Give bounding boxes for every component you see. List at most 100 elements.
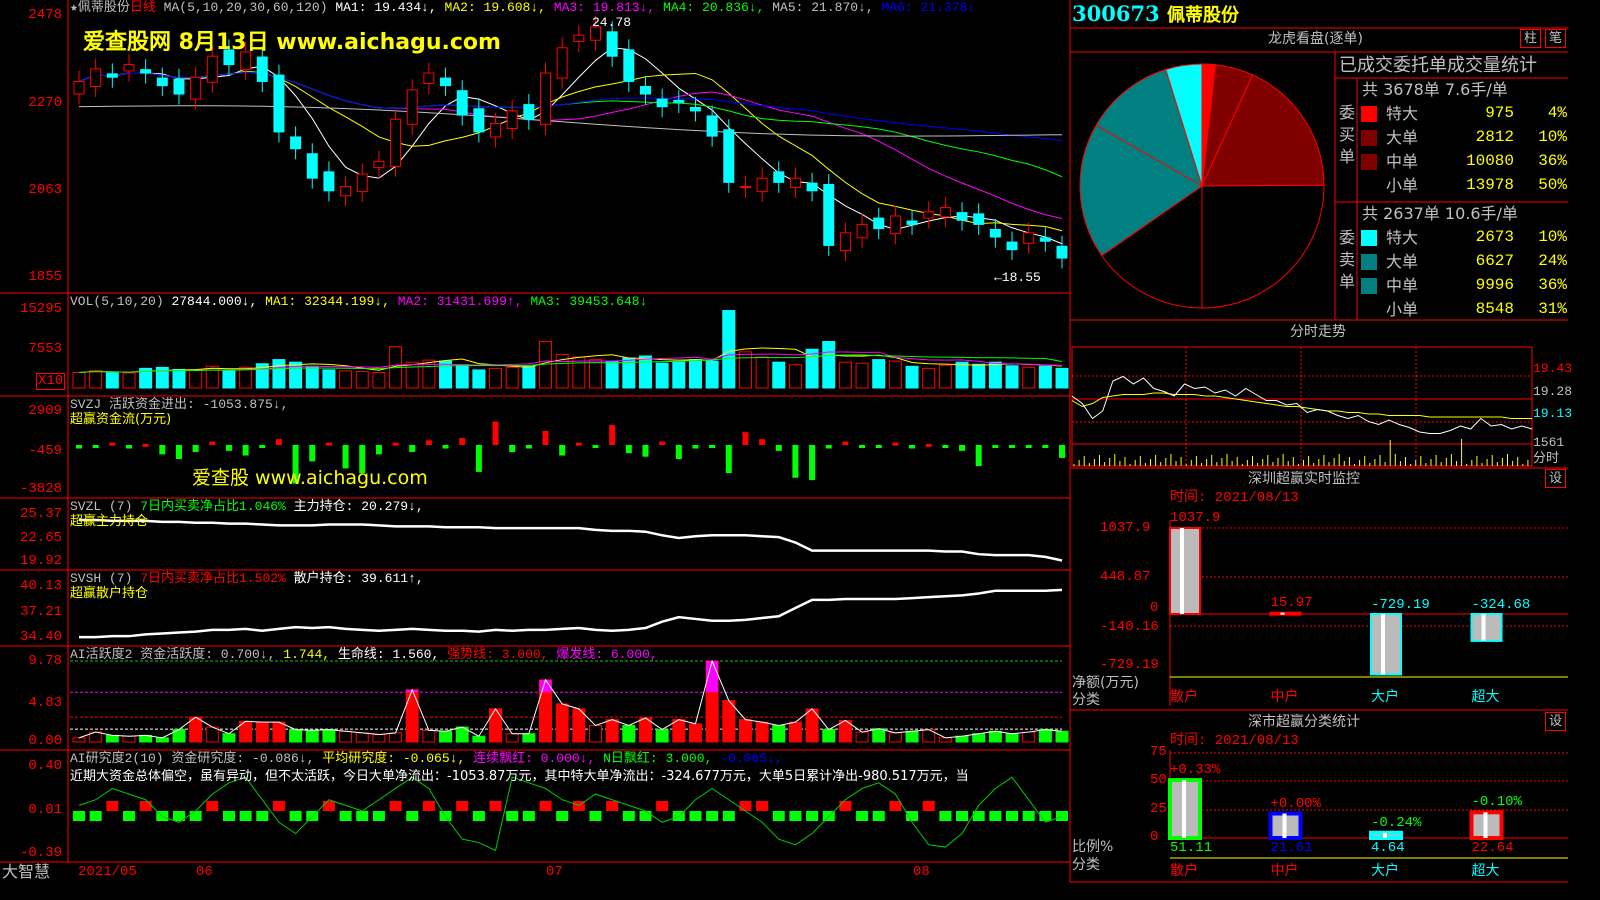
candle-down [773, 171, 785, 183]
pie-slice [1101, 185, 1203, 309]
fund-flow-bar [359, 445, 366, 474]
volume-bar [872, 359, 886, 389]
candle-up [240, 51, 252, 71]
research-bar [956, 811, 969, 821]
research-bar [1022, 811, 1035, 821]
activity-bar [105, 734, 119, 743]
activity-bar [555, 703, 569, 743]
volume-bar [588, 359, 602, 389]
fund-flow-bar [525, 445, 532, 449]
fund-flow-bar [76, 445, 82, 449]
pie-slice [1201, 74, 1325, 187]
research-line [78, 776, 1063, 852]
legend-swatch [1361, 154, 1377, 170]
activity-bar [205, 726, 219, 743]
research-bar [172, 811, 185, 821]
legend-swatch [1361, 106, 1377, 122]
activity-bar [405, 689, 419, 743]
volume-bar [722, 310, 736, 389]
svzl-ratio: 7日内买卖净占比1.046% [140, 499, 286, 514]
buy-row-pct: 4% [1547, 104, 1567, 122]
candle-down [156, 77, 168, 87]
ai-res-avg: 平均研究度: -0.065↓, [322, 751, 466, 766]
ma60-line [78, 71, 1063, 142]
fund-flow-bar [575, 442, 582, 446]
vol-value: 27844.000↓, [171, 294, 258, 309]
star-icon[interactable]: ★ [70, 0, 78, 15]
volume-bar [439, 360, 453, 389]
candle-up [190, 76, 202, 100]
research-bar [772, 811, 785, 821]
volume-bar [189, 369, 203, 389]
research-bar [556, 811, 569, 821]
svzl-axis-label: 22.65 [19, 530, 62, 546]
price-axis-label: 2270 [28, 95, 62, 111]
intraday-price-line [1071, 375, 1533, 434]
net-amount-bar [1370, 613, 1402, 676]
ma5-value: MA5: 21.870↓, [772, 0, 874, 15]
candle-down [290, 136, 302, 150]
activity-bar [522, 733, 536, 743]
bar-highlight [1182, 780, 1186, 838]
buy-orders-label: 委买单 [1339, 103, 1356, 166]
volume-bar [605, 360, 619, 389]
candle-down [456, 90, 468, 116]
sz-monitor-settings-button[interactable]: 设 [1545, 469, 1567, 488]
ratio-value-label: 51.11 [1170, 840, 1213, 856]
activity-bar [305, 729, 319, 743]
fund-flow-bar [459, 437, 466, 445]
candle-down [106, 73, 118, 78]
research-bar [189, 811, 202, 821]
sz-class-ylabel: 比例% [1072, 839, 1114, 855]
activity-bar [905, 730, 919, 743]
sz-class-settings-button[interactable]: 设 [1545, 712, 1567, 731]
sz-monitor-axis-label: 1037.9 [1100, 520, 1151, 536]
activity-bar [422, 729, 436, 743]
ai-act-life: 生命线: 1.560, [337, 647, 440, 662]
volume-bar [1005, 365, 1019, 389]
ai-act-axis-label: 9.78 [28, 653, 62, 669]
activity-bar [988, 730, 1002, 743]
research-bar [572, 801, 585, 811]
ratio-change-label: -0.10% [1471, 794, 1522, 811]
bar-highlight [1483, 812, 1488, 838]
research-bar [789, 811, 802, 821]
volume-bar [988, 361, 1002, 389]
svzj-axis-label: 2909 [28, 403, 62, 419]
fund-flow-bar [425, 440, 432, 445]
sell-row-value: 6627 [1475, 252, 1514, 270]
candle-down [273, 74, 285, 133]
svsh-hold: 散户持仓: 39.611↑, [293, 571, 424, 586]
activity-bar [572, 708, 586, 743]
ai-res-nday: N日飘红: 3.000, [603, 751, 713, 766]
category-label: 超大 [1471, 690, 1500, 706]
vol-unit-badge[interactable]: X10 [36, 373, 66, 390]
volume-bar [1022, 366, 1036, 389]
fund-flow-bar [792, 445, 799, 478]
fund-flow-bar [942, 445, 949, 448]
research-bar [372, 811, 385, 821]
period-label[interactable]: 日线 [129, 0, 156, 15]
svzl-name: SVZL (7) [70, 499, 133, 514]
fund-flow-bar [109, 442, 116, 446]
ai-research-summary: 近期大资金总体偏空，虽有异动，但不太活跃，今日大单净流出：-1053.87万元，… [70, 769, 969, 784]
research-bar [589, 811, 602, 821]
watermark-2: 爱查股 www.aichagu.com [192, 467, 428, 489]
svsh-subtitle: 超赢散户持仓 [70, 586, 149, 601]
ai-res-name: AI研究度2(10) 资金研究度: -0.086↓, [70, 751, 315, 766]
volume-bar [972, 363, 986, 389]
price-axis-label: 1855 [28, 269, 62, 285]
fund-flow-bar [1059, 445, 1065, 458]
pen-mode-button[interactable]: 笔 [1545, 29, 1567, 48]
activity-bar [738, 719, 752, 743]
pie-slice [1201, 184, 1325, 309]
watermark: 爱查股网 8月13日 www.aichagu.com [83, 30, 501, 55]
net-amount-bar [1269, 611, 1302, 616]
bar-mode-button[interactable]: 柱 [1520, 29, 1542, 48]
buy-row-name: 大单 [1386, 128, 1419, 147]
date-label: 07 [546, 864, 563, 880]
buy-row-name: 中单 [1386, 152, 1419, 171]
date-label: 06 [196, 864, 213, 880]
candle-down [706, 115, 718, 137]
